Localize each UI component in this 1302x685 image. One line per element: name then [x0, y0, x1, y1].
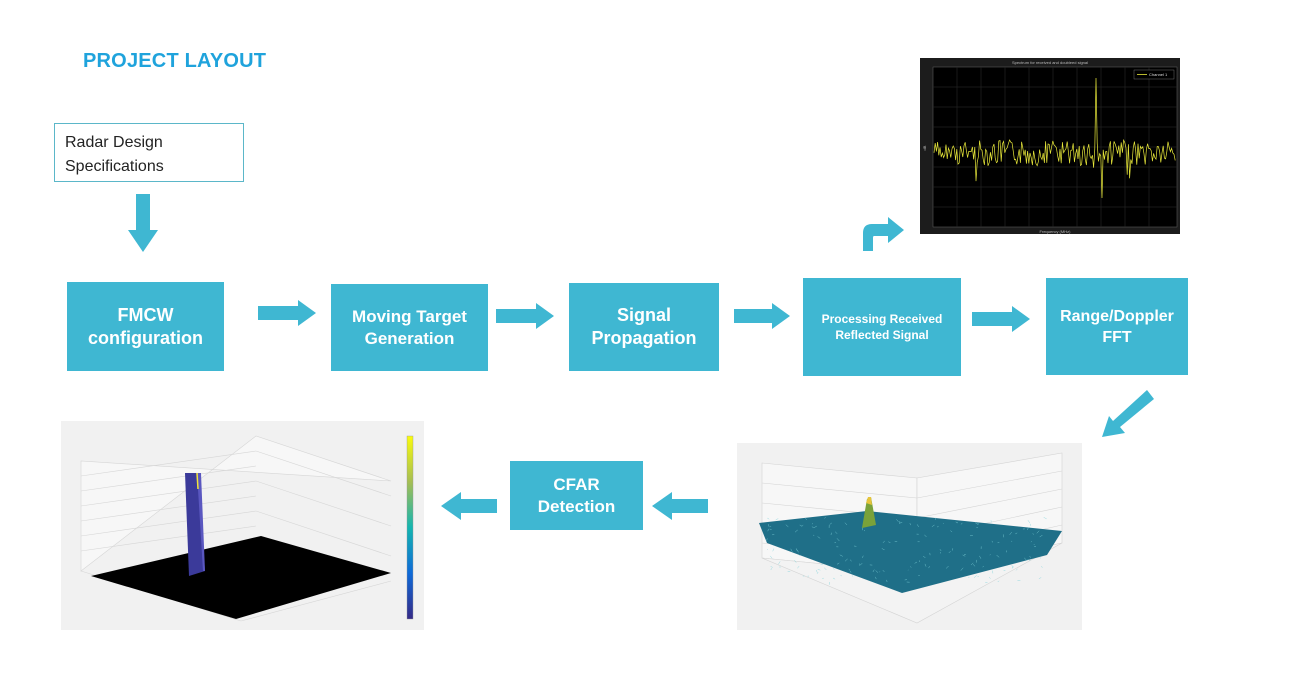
signal-propagation-block: Signal Propagation: [569, 283, 719, 371]
arrow-target-to-propagation: [496, 303, 554, 329]
arrow-processing-to-fft: [972, 306, 1030, 332]
radar-spec-box: Radar Design Specifications: [54, 123, 244, 182]
spectrum-xlabel: Frequency (MHz): [1040, 229, 1072, 234]
range-doppler-surface-plot: [737, 443, 1082, 630]
spectrum-legend: Channel 1: [1149, 72, 1168, 77]
spectrum-title: Spectrum for received and doubleed signa…: [1012, 60, 1088, 65]
spectrum-plot: Spectrum for received and doubleed signa…: [920, 58, 1180, 234]
spec-line-1: Radar Design: [65, 134, 163, 151]
arrow-cfar-to-result: [441, 492, 497, 520]
processing-block: Processing Received Reflected Signal: [803, 278, 961, 376]
moving-target-block: Moving Target Generation: [331, 284, 488, 371]
spec-line-2: Specifications: [65, 158, 164, 175]
arrow-fmcw-to-target: [258, 300, 316, 326]
range-doppler-block: Range/Doppler FFT: [1046, 278, 1188, 375]
arrow-surface-to-cfar: [652, 492, 708, 520]
cfar-block: CFAR Detection: [510, 461, 643, 530]
cfar-result-plot: [61, 421, 424, 630]
page-title: PROJECT LAYOUT: [83, 50, 267, 72]
arrow-processing-to-spectrum: [863, 217, 904, 251]
arrow-propagation-to-processing: [734, 303, 790, 329]
arrow-fft-to-surface: [1102, 390, 1154, 437]
arrow-spec-to-fmcw: [128, 194, 158, 252]
fmcw-config-block: FMCW configuration: [67, 282, 224, 371]
spectrum-ylabel: dB: [922, 145, 927, 150]
